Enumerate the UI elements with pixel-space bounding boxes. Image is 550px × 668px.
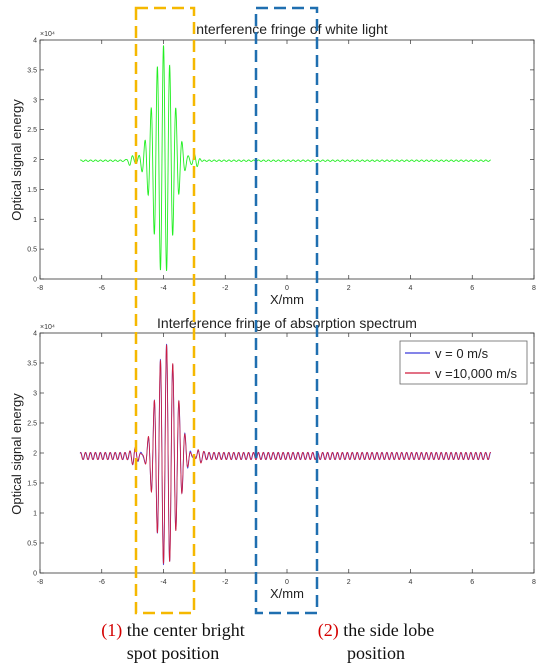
x-tick-label: -4	[160, 285, 166, 292]
x-tick-label: 2	[347, 579, 351, 586]
chart-title: Interference fringe of absorption spectr…	[157, 315, 417, 331]
y-axis-label: Optical signal energy	[9, 99, 24, 221]
x-tick-label: -2	[222, 285, 228, 292]
x-tick-label: 2	[347, 285, 351, 292]
chart-panel-absorption: Interference fringe of absorption spectr…	[9, 315, 536, 601]
legend-label-series-1: v = 0 m/s	[435, 346, 489, 361]
x-tick-label: -6	[99, 285, 105, 292]
x-tick-label: 0	[285, 285, 289, 292]
y-tick-label: 2.5	[27, 421, 37, 428]
y-tick-label: 1	[33, 511, 37, 518]
caption-text-line1: the side lobe	[343, 620, 435, 640]
y-tick-label: 3	[33, 97, 37, 104]
y-exponent-label: ×10⁴	[40, 31, 55, 38]
y-tick-label: 3.5	[27, 361, 37, 368]
x-tick-label: 0	[285, 579, 289, 586]
y-tick-label: 0.5	[27, 541, 37, 548]
legend-box	[399, 340, 528, 385]
legend: v = 0 m/s v =10,000 m/s	[399, 340, 528, 385]
y-tick-label: 1.5	[27, 481, 37, 488]
legend-label-series-2: v =10,000 m/s	[435, 366, 518, 381]
curve-group	[79, 343, 492, 566]
y-tick-label: 2	[33, 157, 37, 164]
y-tick-label: 4	[33, 38, 37, 45]
y-tick-label: 1	[33, 217, 37, 224]
series-line-2	[79, 344, 492, 564]
tick-group: -8 -6 -4 -2 0 2 4 6 8 0 0.5 1 1.5 2 2.5 3 3.5 4	[27, 331, 536, 587]
caption-text-line1: the center bright	[126, 620, 245, 640]
y-tick-label: 0	[33, 277, 37, 284]
tick-group: -8 -6 -4 -2 0 2 4 6 8 0 0.5 1 1.5 2 2.5 3 3.5 4	[27, 38, 536, 293]
y-tick-label: 3	[33, 391, 37, 398]
x-tick-label: -8	[37, 285, 43, 292]
chart-title: Interference fringe of white light	[192, 21, 387, 37]
caption-center-bright-spot: (1) the center bright spot position	[78, 619, 268, 665]
y-tick-label: 1.5	[27, 187, 37, 194]
x-tick-label: -4	[160, 579, 166, 586]
center-bright-spot-box	[134, 6, 196, 615]
x-tick-label: 8	[532, 579, 536, 586]
x-axis-label: X/mm	[270, 292, 304, 307]
y-tick-label: 2.5	[27, 127, 37, 134]
x-axis-label: X/mm	[270, 586, 304, 601]
x-tick-label: 6	[470, 285, 474, 292]
caption-text-line2: position	[346, 643, 405, 663]
plot-area	[39, 39, 535, 280]
x-tick-label: -2	[222, 579, 228, 586]
x-tick-label: 8	[532, 285, 536, 292]
y-axis-label: Optical signal energy	[9, 393, 24, 515]
x-tick-label: -6	[99, 579, 105, 586]
x-tick-label: 4	[409, 285, 413, 292]
x-tick-label: -8	[37, 579, 43, 586]
y-tick-label: 3.5	[27, 67, 37, 74]
caption-number: (2)	[317, 620, 339, 640]
side-lobe-box	[254, 6, 319, 615]
x-tick-label: 6	[470, 579, 474, 586]
y-tick-label: 4	[33, 331, 37, 338]
y-tick-label: 0	[33, 571, 37, 578]
chart-panel-white-light: Interference fringe of white light -8 -6-…	[9, 21, 536, 307]
y-tick-label: 2	[33, 451, 37, 458]
caption-side-lobe: (2) the side lobe position	[296, 619, 456, 665]
series-line-1	[79, 45, 491, 272]
caption-number: (1)	[101, 620, 123, 640]
x-tick-label: 4	[409, 579, 413, 586]
curve-group	[79, 45, 491, 272]
y-exponent-label: ×10⁴	[40, 324, 55, 331]
caption-text-line2: spot position	[126, 643, 220, 663]
y-tick-label: 0.5	[27, 247, 37, 254]
